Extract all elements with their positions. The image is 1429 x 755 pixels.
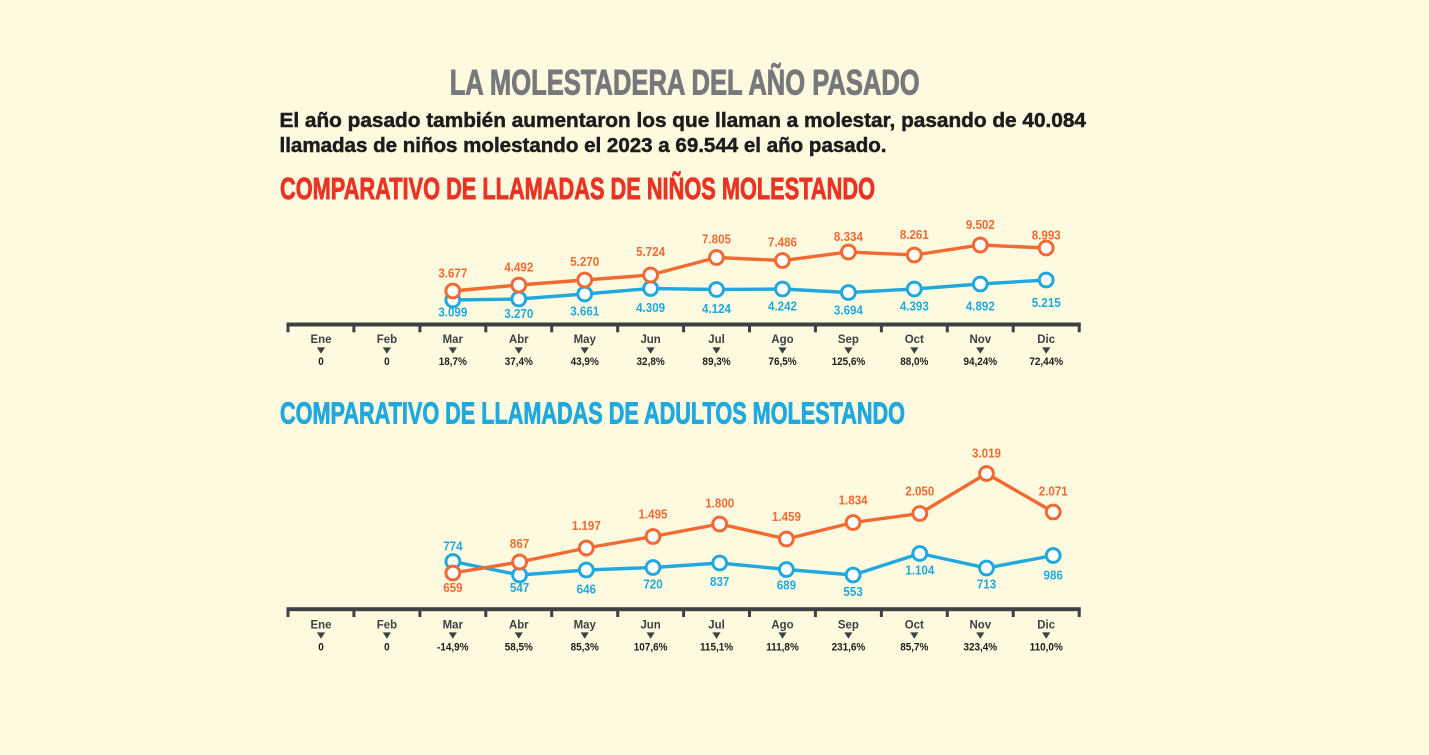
svg-text:7.486: 7.486 — [768, 235, 797, 250]
svg-text:Jun: Jun — [640, 332, 660, 346]
svg-text:1.104: 1.104 — [905, 563, 934, 578]
svg-text:0: 0 — [318, 641, 324, 654]
svg-text:1.495: 1.495 — [639, 507, 668, 522]
svg-text:May: May — [574, 332, 597, 346]
svg-text:Oct: Oct — [905, 617, 924, 631]
svg-text:8.261: 8.261 — [900, 228, 929, 243]
svg-text:85,7%: 85,7% — [900, 641, 929, 654]
svg-text:125,6%: 125,6% — [832, 355, 866, 368]
svg-text:85,3%: 85,3% — [571, 641, 600, 654]
svg-text:1.459: 1.459 — [772, 510, 801, 525]
svg-text:Sep: Sep — [838, 332, 859, 346]
svg-text:Abr: Abr — [509, 617, 529, 631]
svg-text:0: 0 — [384, 355, 390, 368]
svg-text:Mar: Mar — [443, 332, 464, 346]
svg-text:7.805: 7.805 — [702, 232, 731, 247]
svg-text:837: 837 — [710, 574, 730, 589]
svg-text:3.694: 3.694 — [834, 303, 863, 318]
svg-text:231,6%: 231,6% — [832, 641, 866, 654]
svg-text:8.334: 8.334 — [834, 230, 863, 245]
svg-text:3.099: 3.099 — [438, 305, 467, 320]
svg-text:LA MOLESTADERA DEL AÑO PASADO: LA MOLESTADERA DEL AÑO PASADO — [450, 64, 920, 103]
svg-text:4.393: 4.393 — [900, 299, 929, 314]
svg-text:4.124: 4.124 — [702, 302, 731, 317]
svg-text:986: 986 — [1044, 568, 1064, 583]
svg-text:El año pasado también aumentar: El año pasado también aumentaron los que… — [280, 109, 1087, 132]
svg-text:720: 720 — [643, 577, 663, 592]
svg-text:1.800: 1.800 — [705, 496, 734, 511]
svg-text:3.270: 3.270 — [504, 306, 533, 321]
svg-text:94,24%: 94,24% — [963, 355, 997, 368]
svg-text:32,8%: 32,8% — [637, 355, 666, 368]
svg-text:Jun: Jun — [640, 617, 660, 631]
svg-text:9.502: 9.502 — [966, 218, 995, 233]
svg-text:5.724: 5.724 — [636, 245, 665, 260]
svg-text:88,0%: 88,0% — [900, 355, 929, 368]
svg-text:547: 547 — [510, 581, 530, 596]
svg-text:Jul: Jul — [708, 617, 725, 631]
svg-text:Dic: Dic — [1037, 332, 1055, 346]
svg-text:58,5%: 58,5% — [505, 641, 534, 654]
svg-text:774: 774 — [443, 539, 463, 554]
svg-text:1.834: 1.834 — [839, 493, 868, 508]
svg-text:4.892: 4.892 — [966, 299, 995, 314]
svg-text:3.677: 3.677 — [438, 266, 467, 281]
svg-text:3.019: 3.019 — [972, 446, 1001, 461]
svg-text:5.270: 5.270 — [570, 255, 599, 270]
svg-text:Nov: Nov — [970, 332, 992, 346]
svg-text:May: May — [574, 617, 597, 631]
svg-text:2.050: 2.050 — [905, 484, 934, 499]
svg-text:76,5%: 76,5% — [768, 355, 797, 368]
svg-text:3.661: 3.661 — [570, 304, 599, 319]
svg-text:2.071: 2.071 — [1039, 484, 1068, 499]
svg-text:0: 0 — [384, 641, 390, 654]
svg-text:713: 713 — [977, 577, 997, 592]
svg-text:43,9%: 43,9% — [571, 355, 600, 368]
svg-text:COMPARATIVO DE LLAMADAS DE NIÑ: COMPARATIVO DE LLAMADAS DE NIÑOS MOLESTA… — [280, 171, 875, 206]
svg-text:Nov: Nov — [970, 617, 992, 631]
svg-text:4.242: 4.242 — [768, 299, 797, 314]
svg-text:5.215: 5.215 — [1032, 295, 1061, 310]
svg-text:Mar: Mar — [443, 617, 464, 631]
svg-text:867: 867 — [510, 536, 530, 551]
svg-text:115,1%: 115,1% — [700, 641, 734, 654]
svg-text:Ene: Ene — [311, 617, 332, 631]
svg-text:107,6%: 107,6% — [634, 641, 668, 654]
svg-text:-14,9%: -14,9% — [437, 641, 469, 654]
svg-text:4.492: 4.492 — [504, 260, 533, 275]
svg-text:659: 659 — [443, 581, 463, 596]
svg-text:1.197: 1.197 — [572, 519, 601, 534]
svg-text:COMPARATIVO DE LLAMADAS DE ADU: COMPARATIVO DE LLAMADAS DE ADULTOS MOLES… — [280, 396, 905, 431]
svg-text:Ago: Ago — [771, 332, 793, 346]
svg-text:Dic: Dic — [1037, 617, 1055, 631]
svg-text:0: 0 — [318, 355, 324, 368]
svg-text:8.993: 8.993 — [1032, 228, 1061, 243]
svg-text:111,8%: 111,8% — [766, 641, 799, 654]
svg-text:110,0%: 110,0% — [1030, 641, 1064, 654]
svg-text:553: 553 — [843, 585, 863, 600]
svg-text:4.309: 4.309 — [636, 300, 665, 315]
svg-text:37,4%: 37,4% — [505, 355, 534, 368]
svg-text:Ago: Ago — [771, 617, 793, 631]
svg-text:Sep: Sep — [838, 617, 859, 631]
svg-text:Abr: Abr — [509, 332, 529, 346]
svg-text:646: 646 — [577, 582, 597, 597]
svg-text:323,4%: 323,4% — [963, 641, 997, 654]
svg-text:Ene: Ene — [311, 332, 332, 346]
svg-text:89,3%: 89,3% — [702, 355, 731, 368]
svg-text:Feb: Feb — [377, 332, 397, 346]
svg-text:Oct: Oct — [905, 332, 924, 346]
svg-text:72,44%: 72,44% — [1029, 355, 1063, 368]
svg-text:Feb: Feb — [377, 617, 397, 631]
svg-text:18,7%: 18,7% — [439, 355, 468, 368]
svg-text:llamadas de niños molestando e: llamadas de niños molestando el 2023 a 6… — [280, 134, 887, 157]
svg-text:Jul: Jul — [708, 332, 725, 346]
svg-text:689: 689 — [777, 578, 797, 593]
